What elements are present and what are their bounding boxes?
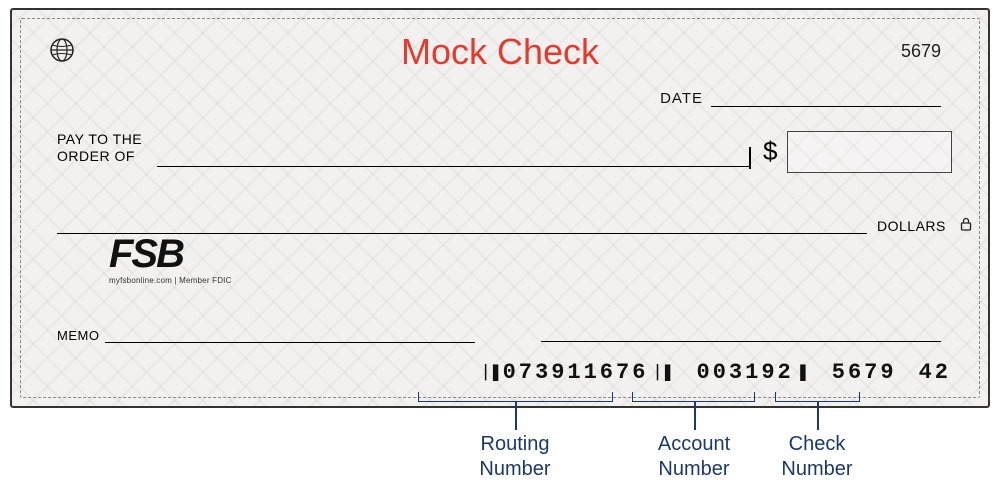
check-inner-border: Mock Check 5679 DATE PAY TO THE ORDER OF… (20, 18, 980, 398)
mock-check: Mock Check 5679 DATE PAY TO THE ORDER OF… (10, 8, 990, 408)
amount-words-line[interactable] (57, 214, 867, 234)
pay-to-row: PAY TO THE ORDER OF $ (57, 131, 952, 167)
routing-label-line2: Number (455, 457, 575, 482)
account-label-line1: Account (634, 432, 754, 457)
date-line[interactable] (711, 89, 941, 107)
micr-row: ❘❚073911676❘❚ 003192❚ 5679 42 (477, 359, 952, 385)
bank-info: FSB myfsbonline.com | Member FDIC (109, 234, 232, 285)
micr-account-symbol: ❚ (797, 362, 807, 385)
date-label: DATE (660, 90, 703, 107)
memo-row: MEMO (57, 327, 475, 343)
micr-account: 003192❚ (697, 359, 810, 385)
account-bracket (632, 392, 755, 402)
bank-subtext: myfsbonline.com | Member FDIC (109, 276, 232, 285)
date-row: DATE (660, 89, 941, 107)
check-number-top: 5679 (901, 41, 941, 62)
micr-routing-symbol-left: ❘❚ (480, 362, 500, 385)
micr-account-number: 003192 (697, 360, 794, 385)
pay-to-label: PAY TO THE ORDER OF (57, 131, 157, 167)
routing-label: Routing Number (455, 432, 575, 482)
micr-routing-symbol-right: ❘❚ (651, 362, 671, 385)
pay-to-label-line2: ORDER OF (57, 148, 157, 165)
memo-label: MEMO (57, 328, 99, 343)
micr-routing: ❘❚073911676❘❚ (477, 359, 675, 385)
checknum-bracket-line (817, 402, 819, 430)
memo-line[interactable] (105, 327, 475, 343)
check-title: Mock Check (21, 31, 979, 73)
micr-check-number: 5679 (832, 360, 897, 385)
checknum-label: Check Number (762, 432, 872, 482)
checknum-label-line2: Number (762, 457, 872, 482)
callout-annotations: Routing Number Account Number Check Numb… (0, 392, 1000, 500)
payee-end-tick (749, 147, 751, 169)
signature-line[interactable] (541, 341, 941, 342)
micr-trailing: 42 (919, 360, 951, 385)
routing-bracket (418, 392, 613, 402)
dollars-label: DOLLARS (877, 218, 946, 234)
account-label-line2: Number (634, 457, 754, 482)
amount-box[interactable] (787, 131, 952, 173)
checknum-bracket (775, 392, 860, 402)
bank-logo: FSB (109, 234, 232, 274)
dollar-sign: $ (763, 136, 777, 167)
routing-bracket-line (515, 402, 517, 430)
checknum-label-line1: Check (762, 432, 872, 457)
pay-to-label-line1: PAY TO THE (57, 131, 157, 148)
routing-label-line1: Routing (455, 432, 575, 457)
micr-routing-number: 073911676 (503, 360, 649, 385)
account-bracket-line (694, 402, 696, 430)
dollars-row: DOLLARS (57, 214, 972, 234)
lock-icon (960, 217, 972, 234)
account-label: Account Number (634, 432, 754, 482)
payee-line[interactable] (157, 147, 749, 167)
